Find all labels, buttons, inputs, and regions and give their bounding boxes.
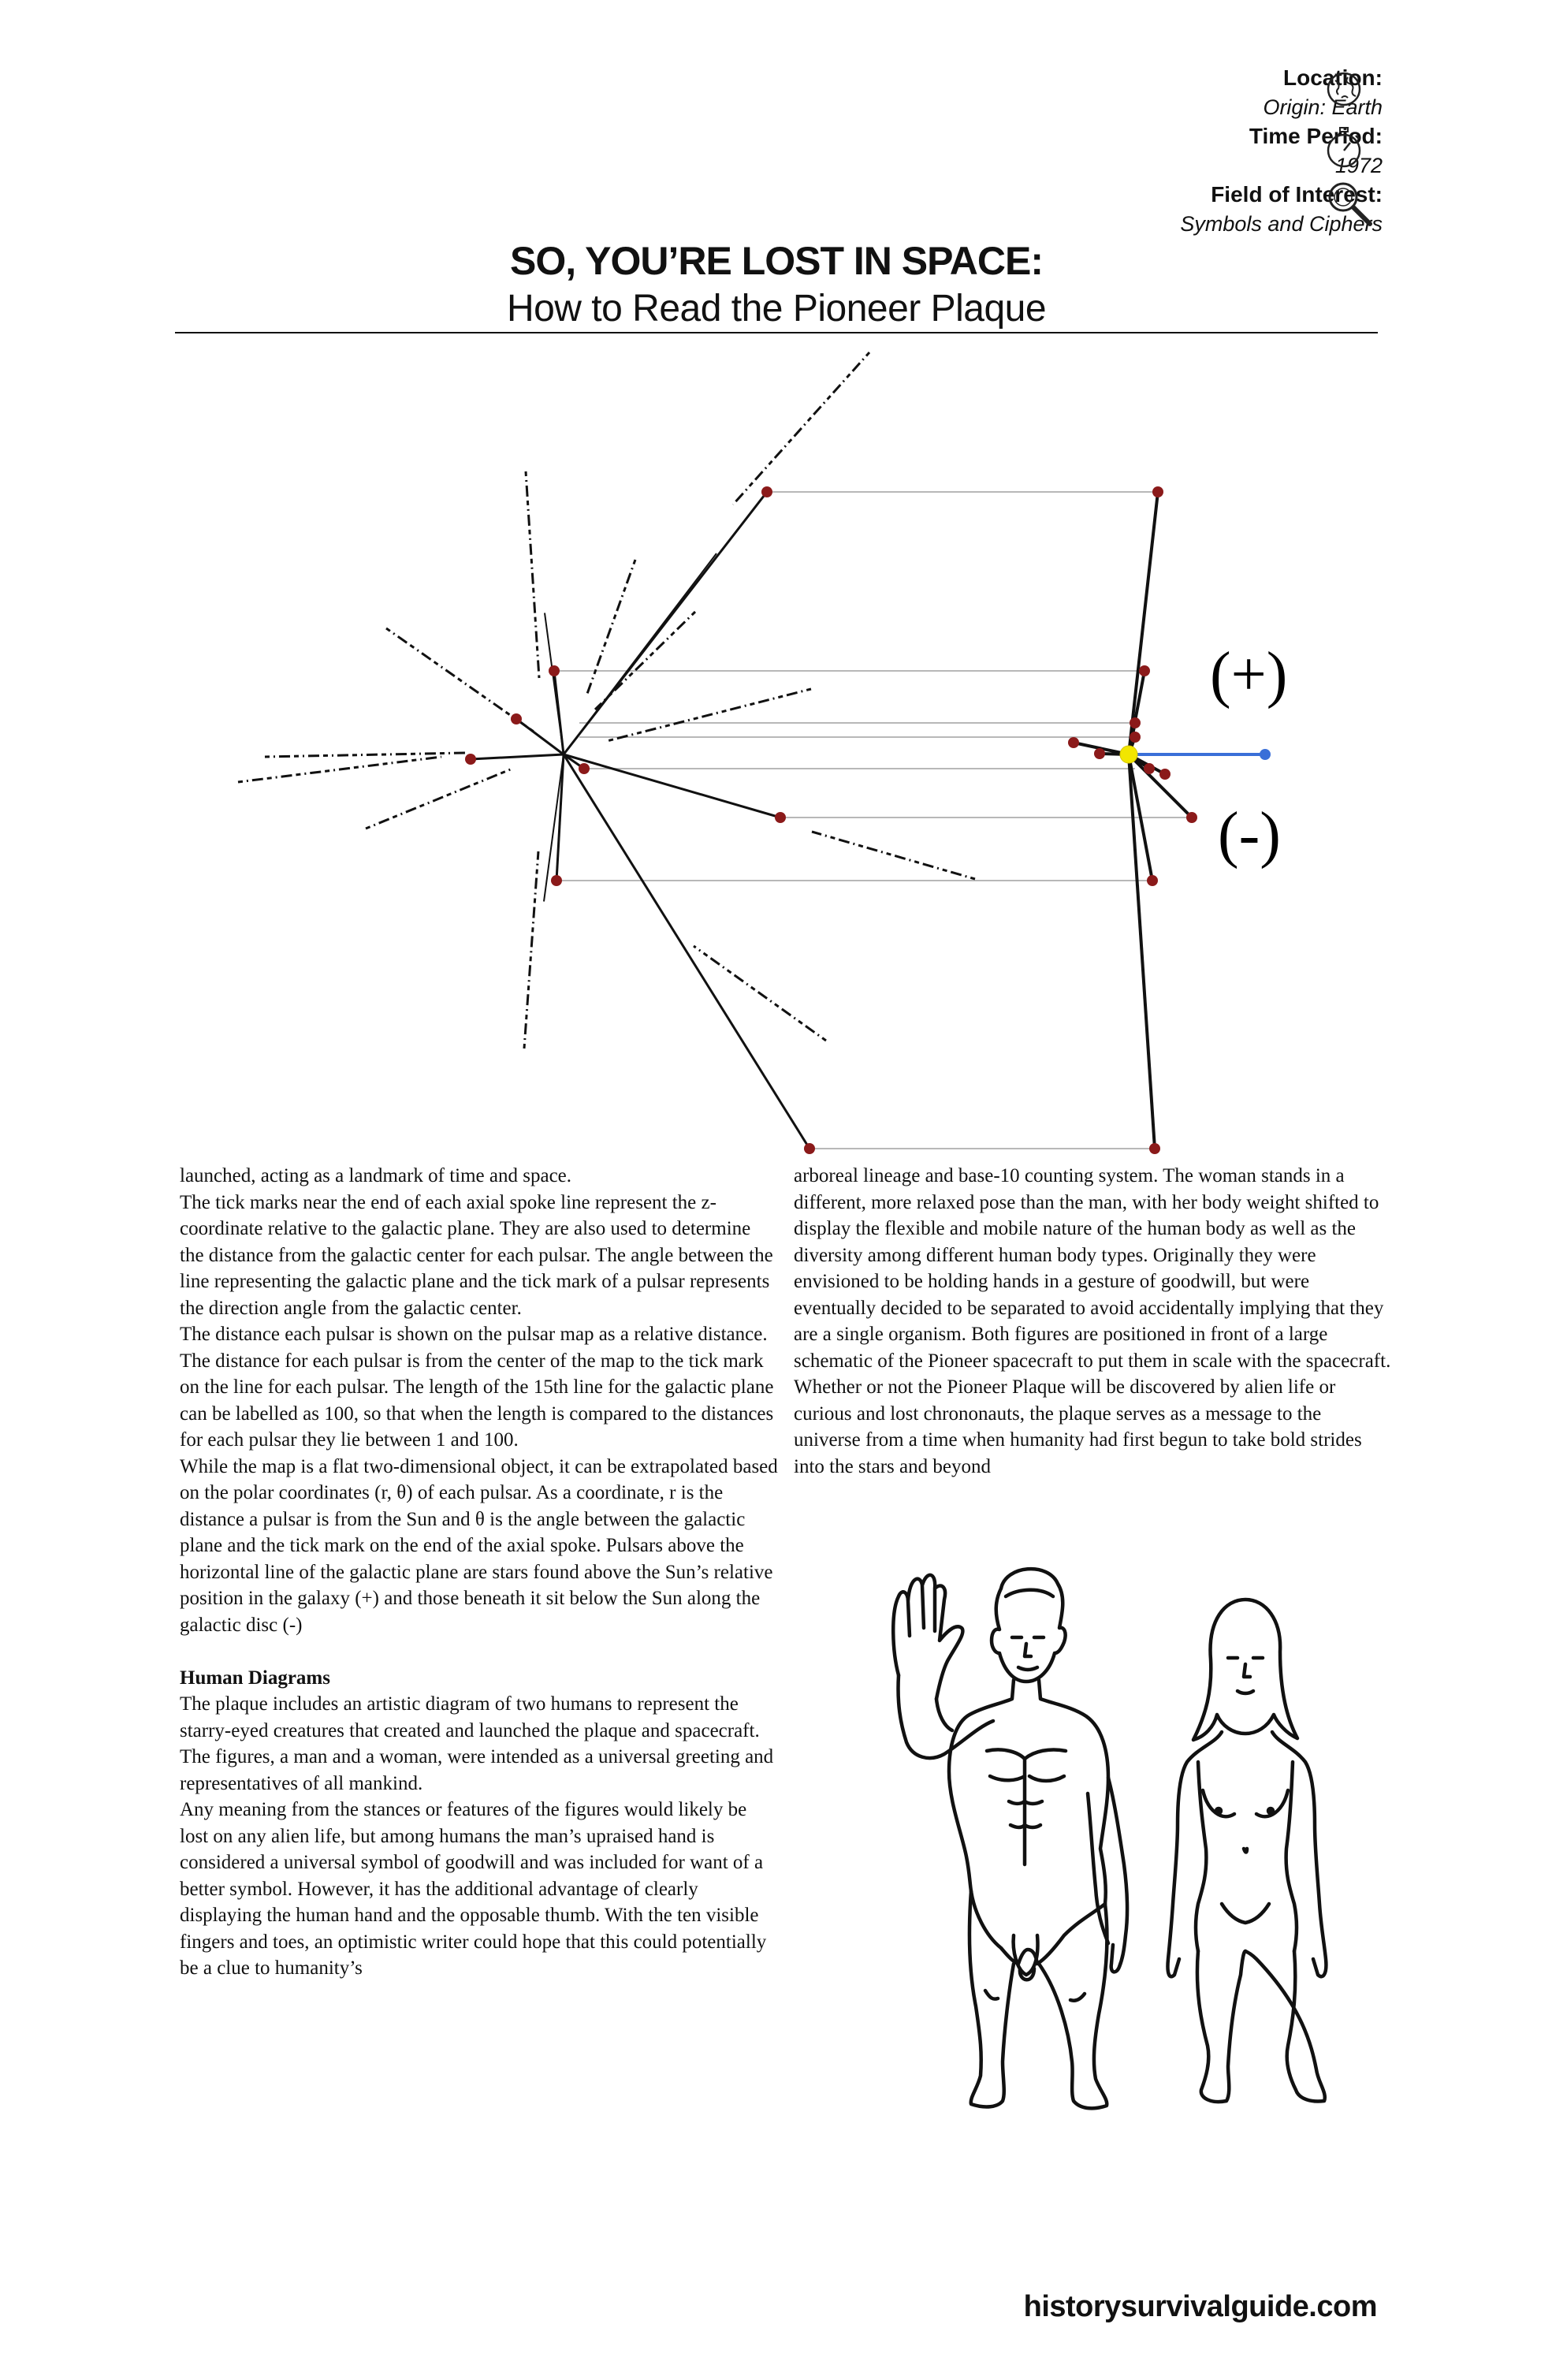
pulsar-dot (1130, 732, 1141, 743)
pulsar-spoke-dashed (237, 755, 442, 784)
pulsar-spoke-dashed (811, 830, 976, 881)
pulsar-dot (761, 486, 772, 497)
section-heading: Human Diagrams (180, 1667, 330, 1689)
pulsar-spoke-dashed (586, 559, 637, 695)
pulsar-dot (1144, 763, 1155, 774)
minus-label: (-) (1218, 800, 1281, 870)
connector-lines (1073, 491, 1193, 1149)
pulsar-spoke-dashed (606, 687, 812, 743)
pulsar-dot (1068, 737, 1079, 748)
pulsar-dots (465, 486, 1197, 1154)
guide-lines (554, 491, 1192, 1149)
stopwatch-icon (1327, 127, 1361, 168)
pulsar-spoke-dashed (524, 471, 541, 679)
connector-line (1127, 754, 1156, 1149)
plus-label: (+) (1210, 640, 1287, 710)
pulsar-dot (1152, 486, 1163, 497)
pulsar-spoke-dashed (523, 851, 540, 1049)
pulsar-spoke (470, 753, 564, 761)
globe-icon (1327, 72, 1361, 106)
pulsar-spoke-dashed (594, 610, 697, 711)
pulsar-spoke-dashed (264, 751, 466, 758)
pulsar-dot (465, 754, 476, 765)
pulsar-spoke (555, 754, 565, 881)
pulsar-dot (551, 875, 562, 886)
pulsar-spoke-inner (544, 613, 564, 755)
meta-block: Location: Origin: Earth Time Period: 197… (973, 63, 1383, 238)
ray-endpoint (1260, 749, 1271, 760)
time-period-value: 1972 (1334, 154, 1383, 177)
pulsar-spoke-dashed (693, 944, 827, 1042)
pulsar-dot (804, 1143, 815, 1154)
pulsar-spoke-inner (563, 553, 717, 755)
pulsar-spoke (563, 753, 781, 819)
connector-line (1127, 491, 1159, 755)
pulsar-dot (1186, 812, 1197, 823)
pulsar-spoke-dashed (385, 627, 537, 735)
title-divider (175, 332, 1378, 333)
connector-line (1127, 754, 1154, 881)
meta-icons (1324, 69, 1372, 229)
pulsar-spoke-dashed (365, 767, 513, 830)
pulsar-dot (1147, 875, 1158, 886)
field-value: Symbols and Ciphers (1180, 212, 1383, 236)
pulsar-dot (1139, 665, 1150, 676)
body-column-left: launched, acting as a landmark of time a… (180, 1163, 779, 1982)
pulsar-dot (1094, 748, 1105, 759)
pulsar-spoke-inner (543, 754, 564, 902)
page-title: SO, YOU’RE LOST IN SPACE: How to Read th… (175, 237, 1378, 333)
title-line-2: How to Read the Pioneer Plaque (506, 288, 1047, 330)
location-value: Origin: Earth (1263, 95, 1383, 119)
pulsar-spoke-dashed (731, 351, 871, 506)
paragraph: launched, acting as a landmark of time a… (180, 1165, 572, 1186)
location-label: Location: (1283, 65, 1383, 90)
man-figure (891, 1566, 1130, 2110)
paragraph: While the map is a flat two-dimensional … (180, 1455, 778, 1636)
magnifier-icon (1328, 182, 1372, 226)
title-line-1: SO, YOU’RE LOST IN SPACE: (509, 239, 1044, 283)
human-figures-illustration (891, 1566, 1328, 2110)
site-footer: historysurvivalguide.com (1023, 2290, 1378, 2323)
sun-marker (1119, 745, 1138, 764)
field-label: Field of Interest: (1211, 182, 1383, 207)
pulsar-spoke (515, 717, 564, 756)
paragraph: The tick marks near the end of each axia… (180, 1191, 773, 1319)
paragraph: The plaque includes an artistic diagram … (180, 1693, 774, 1794)
time-period-label: Time Period: (1249, 124, 1383, 148)
pulsar-dot (775, 812, 786, 823)
pulsar-spokes (237, 351, 976, 1149)
paragraph: Any meaning from the stances or features… (180, 1799, 767, 1979)
pulsar-spoke (562, 754, 811, 1149)
pulsar-map-diagram: (+) (-) (237, 351, 1287, 1154)
pulsar-dot (549, 665, 560, 676)
pulsar-dot (579, 763, 590, 774)
pulsar-dot (1130, 717, 1141, 728)
pulsar-dot (1149, 1143, 1160, 1154)
pulsar-dot (1159, 769, 1171, 780)
body-column-right: arboreal lineage and base-10 counting sy… (794, 1163, 1393, 1480)
paragraph: arboreal lineage and base-10 counting sy… (794, 1165, 1391, 1477)
pulsar-dot (511, 713, 522, 724)
connector-line (1127, 753, 1193, 819)
paragraph: The distance each pulsar is shown on the… (180, 1324, 774, 1451)
woman-figure (1166, 1597, 1328, 2104)
